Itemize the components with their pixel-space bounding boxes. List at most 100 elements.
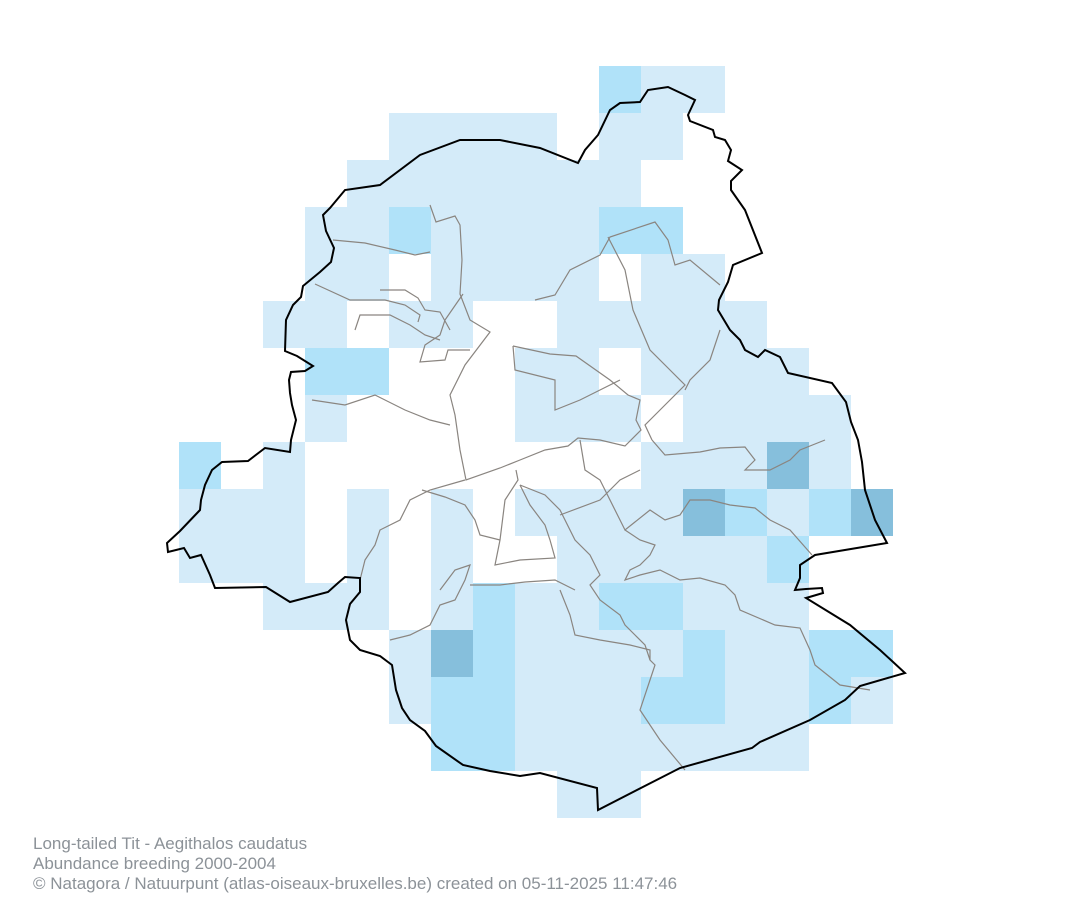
grid-cell-level-1: [767, 395, 809, 442]
grid-cell-level-2: [641, 207, 683, 254]
grid-cell-level-1: [599, 489, 641, 536]
grid-cell-level-2: [641, 583, 683, 630]
grid-cell-level-1: [641, 301, 683, 348]
commune-boundary-line: [389, 564, 471, 641]
grid-cell-level-2: [305, 348, 347, 395]
commune-boundary-line: [684, 329, 721, 391]
grid-cell-level-1: [599, 771, 641, 818]
grid-cell-level-1: [809, 442, 851, 489]
grid-cell-level-2: [473, 630, 515, 677]
species-title: Long-tailed Tit - Aegithalos caudatus: [33, 834, 308, 853]
grid-cell-level-1: [599, 677, 641, 724]
grid-cell-level-2: [809, 630, 851, 677]
grid-cell-level-2: [641, 677, 683, 724]
commune-boundaries: [311, 204, 871, 771]
grid-cell-level-1: [725, 724, 767, 771]
grid-cell-level-1: [641, 113, 683, 160]
grid-cell-level-1: [557, 254, 599, 301]
grid-cell-level-1: [851, 677, 893, 724]
grid-cell-level-1: [557, 771, 599, 818]
grid-cell-level-1: [725, 583, 767, 630]
grid-cell-level-1: [599, 630, 641, 677]
grid-cell-level-1: [599, 160, 641, 207]
commune-boundary-line: [579, 439, 813, 556]
commune-boundary-line: [534, 221, 721, 301]
grid-cell-level-1: [641, 254, 683, 301]
grid-cell-level-2: [347, 348, 389, 395]
grid-cell-level-1: [347, 536, 389, 583]
grid-cell-level-1: [683, 395, 725, 442]
grid-cell-level-1: [347, 583, 389, 630]
grid-cell-level-1: [305, 301, 347, 348]
grid-cell-level-1: [347, 489, 389, 536]
abundance-grid: [179, 66, 893, 818]
grid-cell-level-2: [599, 66, 641, 113]
grid-cell-level-1: [557, 207, 599, 254]
commune-boundary-line: [651, 439, 826, 471]
grid-cell-level-1: [557, 489, 599, 536]
grid-cell-level-1: [515, 677, 557, 724]
grid-cell-level-2: [809, 489, 851, 536]
grid-cell-level-1: [389, 630, 431, 677]
grid-cell-level-1: [473, 113, 515, 160]
grid-cell-level-1: [263, 489, 305, 536]
grid-cell-level-1: [221, 489, 263, 536]
grid-cell-level-1: [557, 395, 599, 442]
grid-cell-level-1: [725, 677, 767, 724]
grid-cell-level-1: [725, 395, 767, 442]
grid-cell-level-1: [767, 677, 809, 724]
grid-cell-level-2: [851, 630, 893, 677]
commune-boundary-line: [559, 589, 651, 660]
grid-cell-level-2: [599, 583, 641, 630]
grid-cell-level-1: [263, 583, 305, 630]
commune-boundary-line: [314, 283, 421, 323]
grid-cell-level-1: [431, 207, 473, 254]
grid-cell-level-1: [263, 442, 305, 489]
commune-boundary-line: [311, 394, 451, 426]
grid-cell-level-1: [473, 160, 515, 207]
grid-cell-level-1: [515, 630, 557, 677]
grid-cell-level-1: [389, 113, 431, 160]
grid-cell-level-1: [473, 207, 515, 254]
grid-cell-level-2: [767, 536, 809, 583]
commune-boundary-line: [470, 579, 576, 591]
grid-cell-level-1: [557, 677, 599, 724]
grid-cell-level-1: [767, 583, 809, 630]
grid-cell-level-2: [473, 583, 515, 630]
grid-cell-level-1: [431, 160, 473, 207]
grid-cell-level-1: [683, 254, 725, 301]
grid-cell-level-1: [221, 536, 263, 583]
grid-cell-level-1: [179, 536, 221, 583]
grid-cell-level-1: [431, 254, 473, 301]
region-boundary: [165, 85, 907, 812]
grid-cell-level-1: [431, 583, 473, 630]
grid-cell-level-1: [599, 301, 641, 348]
grid-cell-level-1: [641, 724, 683, 771]
grid-cell-level-1: [515, 254, 557, 301]
grid-cell-level-1: [515, 160, 557, 207]
grid-cell-level-1: [683, 536, 725, 583]
commune-boundary-line: [559, 469, 641, 516]
grid-cell-level-1: [431, 489, 473, 536]
grid-cell-level-1: [305, 254, 347, 301]
grid-cell-level-1: [473, 254, 515, 301]
grid-cell-level-2: [683, 677, 725, 724]
grid-cell-level-1: [809, 395, 851, 442]
grid-cell-level-1: [179, 489, 221, 536]
grid-cell-level-1: [431, 301, 473, 348]
grid-cell-level-1: [515, 724, 557, 771]
grid-cell-level-2: [473, 724, 515, 771]
grid-cell-level-1: [641, 536, 683, 583]
grid-cell-level-1: [725, 536, 767, 583]
grid-cell-level-1: [557, 160, 599, 207]
grid-cell-level-2: [179, 442, 221, 489]
grid-cell-level-1: [557, 724, 599, 771]
grid-cell-level-2: [599, 207, 641, 254]
grid-cell-level-1: [263, 301, 305, 348]
grid-cell-level-1: [725, 442, 767, 489]
abundance-map: [165, 66, 907, 818]
grid-cell-level-1: [263, 536, 305, 583]
grid-cell-level-1: [515, 395, 557, 442]
grid-cell-level-1: [683, 724, 725, 771]
commune-boundary-line: [354, 314, 441, 341]
